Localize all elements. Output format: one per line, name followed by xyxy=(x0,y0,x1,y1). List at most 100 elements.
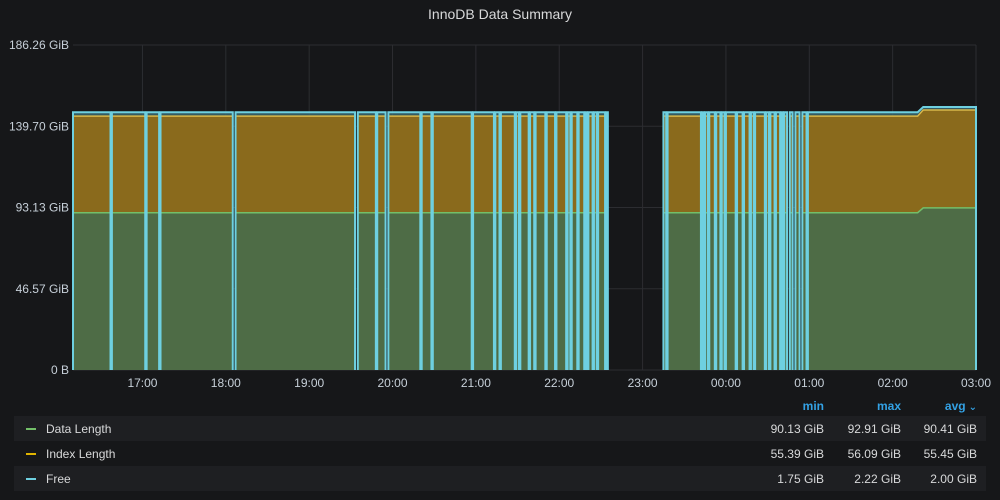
legend-row-data-length[interactable]: Data Length 90.13 GiB 92.91 GiB 90.41 Gi… xyxy=(14,416,986,441)
free-line xyxy=(765,111,771,370)
legend-max-value: 56.09 GiB xyxy=(847,446,901,461)
free-line xyxy=(356,111,377,370)
data-length-area xyxy=(795,212,800,370)
free-line xyxy=(704,111,709,370)
free-line xyxy=(715,111,722,370)
index-length-area xyxy=(716,116,721,213)
legend-header-min[interactable]: min xyxy=(802,399,824,413)
data-length-area xyxy=(802,212,807,370)
chevron-down-icon: ⌄ xyxy=(968,402,977,413)
legend-max-value: 92.91 GiB xyxy=(847,421,901,436)
data-length-area xyxy=(737,212,743,370)
free-line xyxy=(720,111,726,370)
data-length-area xyxy=(495,212,500,370)
data-length-area xyxy=(520,212,529,370)
index-length-area xyxy=(520,116,529,213)
free-line xyxy=(570,111,579,370)
data-length-area xyxy=(743,212,750,370)
free-line xyxy=(420,111,433,370)
index-length-area xyxy=(535,116,546,213)
x-tick-label: 03:00 xyxy=(961,376,991,390)
legend-row-index-length[interactable]: Index Length 55.39 GiB 56.09 GiB 55.45 G… xyxy=(14,441,986,466)
free-line xyxy=(788,111,794,370)
index-length-area xyxy=(571,116,578,213)
y-tick-label: 93.13 GiB xyxy=(16,201,69,215)
free-line xyxy=(587,111,594,370)
free-line xyxy=(110,111,147,370)
data-length-area xyxy=(432,212,472,370)
data-length-area xyxy=(473,212,494,370)
y-tick-label: 46.57 GiB xyxy=(16,282,69,296)
free-line xyxy=(519,111,530,370)
index-length-area xyxy=(388,116,421,213)
data-length-area xyxy=(578,212,585,370)
x-tick-label: 23:00 xyxy=(628,376,658,390)
free-line xyxy=(605,111,609,370)
data-length-area xyxy=(357,212,376,370)
index-length-area xyxy=(588,116,593,213)
y-tick-label: 186.26 GiB xyxy=(9,38,69,52)
free-line xyxy=(801,111,808,370)
free-line xyxy=(774,111,782,370)
index-length-area xyxy=(473,116,494,213)
index-length-area xyxy=(709,116,715,213)
free-line xyxy=(783,111,789,370)
free-line xyxy=(555,111,568,370)
free-line xyxy=(769,111,776,370)
free-line xyxy=(754,111,766,370)
legend-header-max[interactable]: max xyxy=(876,399,901,413)
free-line xyxy=(736,111,744,370)
legend-series-name[interactable]: Free xyxy=(46,471,71,486)
legend-series-name[interactable]: Index Length xyxy=(46,446,116,461)
index-length-area xyxy=(775,116,781,213)
index-length-area xyxy=(235,116,356,213)
free-line xyxy=(566,111,572,370)
x-tick-label: 20:00 xyxy=(378,376,408,390)
x-tick-label: 02:00 xyxy=(878,376,908,390)
data-length-area xyxy=(725,212,736,370)
index-length-area xyxy=(530,116,535,213)
data-length-line xyxy=(807,207,976,214)
index-length-area xyxy=(725,116,736,213)
index-length-area xyxy=(377,116,386,213)
legend-header-avg[interactable]: avg ⌄ xyxy=(901,399,977,413)
data-length-area xyxy=(667,212,701,370)
legend-series-name[interactable]: Data Length xyxy=(46,421,112,436)
legend-avg-value: 55.45 GiB xyxy=(923,446,977,461)
index-length-area xyxy=(432,116,472,213)
series-color-marker xyxy=(26,477,36,480)
free-line xyxy=(72,111,112,370)
free-line xyxy=(529,111,536,370)
data-length-area xyxy=(588,212,593,370)
index-length-area xyxy=(578,116,585,213)
legend-header: min max avg ⌄ xyxy=(14,396,986,416)
free-line xyxy=(545,111,557,370)
data-length-area xyxy=(807,207,976,370)
free-line xyxy=(159,111,234,370)
legend-min-value: 55.39 GiB xyxy=(770,446,824,461)
data-length-area xyxy=(111,212,146,370)
index-length-area xyxy=(160,116,233,213)
free-line xyxy=(472,111,495,370)
legend-min-value: 1.75 GiB xyxy=(777,471,824,486)
index-length-area xyxy=(421,116,432,213)
x-tick-label: 22:00 xyxy=(544,376,574,390)
data-length-area xyxy=(530,212,535,370)
legend-row-free[interactable]: Free 1.75 GiB 2.22 GiB 2.00 GiB xyxy=(14,466,986,491)
free-line xyxy=(499,111,516,370)
index-length-area xyxy=(546,116,556,213)
index-length-area xyxy=(743,116,750,213)
legend-min-value: 90.13 GiB xyxy=(770,421,824,436)
data-length-area xyxy=(377,212,386,370)
panel-title: InnoDB Data Summary xyxy=(428,6,572,22)
series-color-marker xyxy=(26,452,36,455)
index-length-area xyxy=(807,110,976,213)
free-line xyxy=(749,111,755,370)
data-length-area xyxy=(716,212,721,370)
x-tick-label: 01:00 xyxy=(794,376,824,390)
index-length-area xyxy=(802,116,807,213)
free-line xyxy=(515,111,520,370)
legend-header-avg-label: avg xyxy=(944,399,966,413)
free-line xyxy=(592,111,598,370)
free-line xyxy=(780,111,784,370)
